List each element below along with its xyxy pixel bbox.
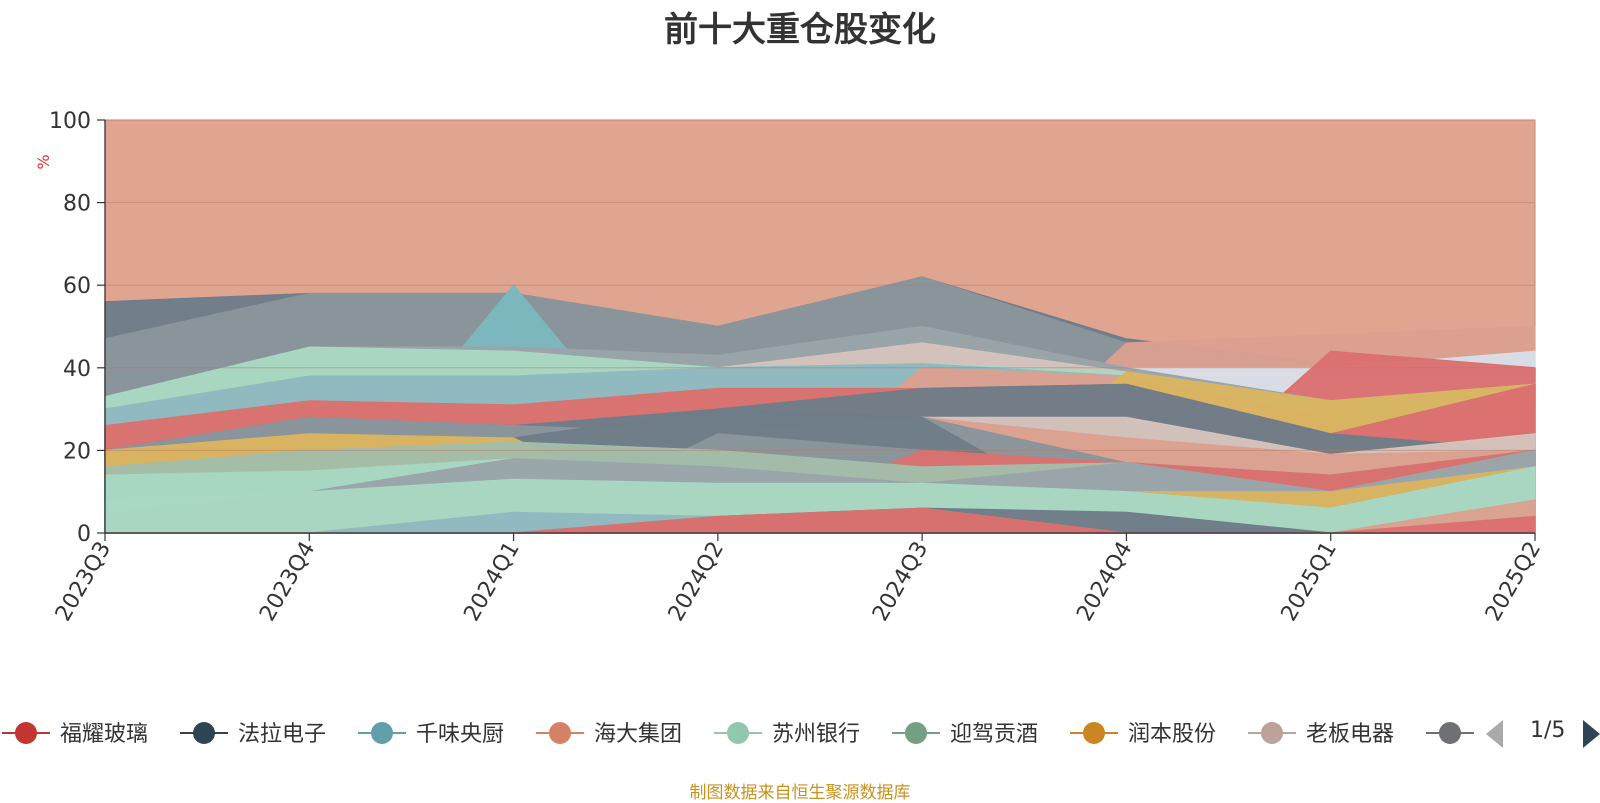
legend-label: 老板电器	[1306, 722, 1394, 747]
x-tick-label: 2023Q4	[255, 538, 320, 626]
legend-item-2[interactable]: 法拉电子	[180, 722, 326, 747]
legend-label: 海大集团	[594, 722, 682, 747]
legend-marker	[727, 722, 749, 744]
legend-layer: 福耀玻璃 法拉电子 千味央厨 海大集团 苏州银行 迎驾贡酒 润本股份 老板电器	[2, 720, 1600, 748]
legend-item-8[interactable]: 老板电器	[1248, 722, 1394, 747]
legend-label: 迎驾贡酒	[950, 722, 1038, 747]
x-tick-label: 2024Q3	[868, 538, 933, 626]
legend-item-5[interactable]: 苏州银行	[714, 722, 860, 747]
legend-item-1[interactable]: 福耀玻璃	[2, 722, 148, 747]
legend-next-arrow-icon[interactable]	[1583, 720, 1600, 748]
legend-marker	[193, 722, 215, 744]
legend-marker	[1439, 722, 1461, 744]
legend-item-7[interactable]: 润本股份	[1070, 722, 1216, 747]
chart-title: 前十大重仓股变化	[664, 10, 936, 50]
y-tick-label: 100	[49, 109, 91, 134]
x-tick-label: 2025Q1	[1277, 538, 1342, 626]
y-tick-label: 0	[77, 522, 91, 547]
area-series-31	[104, 466, 1536, 534]
legend-item-6[interactable]: 迎驾贡酒	[892, 722, 1038, 747]
y-axis-unit: %	[34, 154, 53, 169]
legend-label: 千味央厨	[416, 722, 504, 747]
legend-label: 润本股份	[1128, 722, 1216, 747]
legend-item-4[interactable]: 海大集团	[536, 722, 682, 747]
x-tick-label: 2024Q4	[1072, 538, 1137, 626]
legend-marker	[371, 722, 393, 744]
grid-layer	[105, 119, 1535, 451]
x-tick-label: 2024Q1	[459, 538, 524, 626]
legend-marker	[905, 722, 927, 744]
x-tick-label: 2023Q3	[51, 538, 116, 626]
legend-label: 苏州银行	[772, 722, 860, 747]
legend-marker	[1261, 722, 1283, 744]
areas-layer	[104, 119, 1536, 534]
legend-page-indicator: 1/5	[1530, 718, 1566, 743]
legend-item-3[interactable]: 千味央厨	[358, 722, 504, 747]
legend-marker	[15, 722, 37, 744]
source-note: 制图数据来自恒生聚源数据库	[689, 783, 911, 803]
y-tick-label: 60	[63, 274, 91, 299]
x-tick-label: 2024Q2	[664, 538, 729, 626]
legend-label: 法拉电子	[238, 722, 326, 747]
legend-marker	[549, 722, 571, 744]
legend-items: 福耀玻璃 法拉电子 千味央厨 海大集团 苏州银行 迎驾贡酒 润本股份 老板电器	[2, 722, 1474, 747]
legend-marker	[1083, 722, 1105, 744]
x-tick-label: 2025Q2	[1481, 538, 1546, 626]
y-tick-label: 20	[63, 439, 91, 464]
legend-prev-arrow-icon[interactable]	[1486, 720, 1503, 748]
y-tick-label: 40	[63, 357, 91, 382]
legend-label: 福耀玻璃	[60, 722, 148, 747]
y-tick-label: 80	[63, 192, 91, 217]
legend-item-9[interactable]	[1426, 722, 1474, 744]
